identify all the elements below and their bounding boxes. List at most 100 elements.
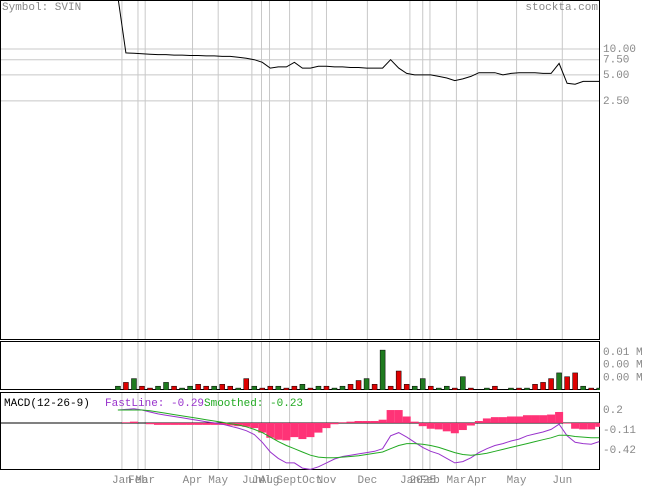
histogram-bar bbox=[587, 422, 596, 430]
histogram-bar bbox=[555, 411, 564, 423]
volume-bar bbox=[371, 384, 378, 390]
volume-bar bbox=[580, 385, 586, 390]
histogram-bar bbox=[258, 422, 267, 433]
histogram-bar bbox=[522, 415, 532, 423]
histogram-bar bbox=[571, 422, 580, 429]
x-tick-label: Jan bbox=[112, 475, 132, 486]
histogram-bar bbox=[250, 422, 259, 429]
macd-title: MACD(12-26-9) bbox=[4, 398, 90, 410]
volume-bar bbox=[291, 385, 298, 390]
volume-bar bbox=[235, 387, 241, 390]
volume-bar bbox=[452, 387, 458, 390]
legend-entry: Smoothed: -0.23 bbox=[204, 398, 303, 410]
y-tick-label: 2.50 bbox=[603, 96, 629, 108]
volume-bar bbox=[347, 384, 354, 390]
histogram-bar bbox=[282, 422, 291, 441]
x-tick-label: May bbox=[208, 475, 228, 486]
volume-bar bbox=[524, 387, 530, 390]
histogram-bar bbox=[450, 422, 459, 434]
histogram-bar bbox=[210, 422, 219, 425]
volume-bar bbox=[155, 385, 161, 390]
x-tick-label: Feb bbox=[128, 475, 148, 486]
histogram-bar bbox=[595, 422, 600, 427]
plot-area bbox=[115, 349, 600, 390]
histogram-bar bbox=[474, 421, 483, 423]
volume-bar bbox=[115, 385, 121, 390]
volume-bar bbox=[267, 385, 274, 390]
x-tick-label: Nov bbox=[317, 475, 337, 486]
legend-entry: FastLine: -0.29 bbox=[105, 398, 204, 410]
histogram-bar bbox=[306, 422, 315, 438]
volume-bar bbox=[211, 385, 217, 390]
volume-bar bbox=[588, 387, 594, 390]
volume-bar bbox=[339, 385, 346, 390]
x-tick-label: Apr bbox=[183, 475, 203, 486]
x-tick-label: Mar bbox=[135, 475, 155, 486]
histogram-bar bbox=[531, 415, 540, 423]
volume-bar bbox=[411, 385, 418, 390]
x-tick-label: Jun bbox=[242, 475, 262, 486]
volume-panel bbox=[0, 341, 600, 390]
x-tick-label: Mar bbox=[447, 475, 467, 486]
volume-bar bbox=[548, 378, 554, 390]
plot-area bbox=[117, 0, 600, 85]
volume-bar bbox=[187, 385, 193, 390]
histogram-bar bbox=[426, 422, 435, 429]
volume-bar bbox=[403, 384, 410, 390]
y-tick-label: -0.42 bbox=[603, 445, 636, 457]
volume-bar bbox=[195, 384, 201, 390]
y-tick-label: 5.00 bbox=[603, 70, 629, 82]
volume-bar bbox=[395, 370, 402, 390]
histogram-bar bbox=[274, 422, 283, 440]
histogram-bar bbox=[298, 422, 307, 440]
histogram-bar bbox=[322, 422, 331, 429]
histogram-bar bbox=[346, 421, 355, 423]
histogram-bar bbox=[266, 422, 275, 438]
volume-bar bbox=[444, 385, 450, 390]
volume-bar bbox=[484, 387, 490, 390]
x-tick-label: Jun bbox=[552, 475, 572, 486]
histogram-bar bbox=[378, 419, 387, 423]
volume-bar bbox=[516, 387, 522, 390]
macd-line bbox=[117, 408, 600, 470]
histogram-bar bbox=[242, 422, 251, 427]
x-tick-label: Dec bbox=[357, 475, 377, 486]
histogram-bar bbox=[170, 422, 179, 425]
histogram-bar bbox=[410, 421, 419, 423]
histogram-bar bbox=[354, 421, 363, 423]
volume-bar bbox=[139, 385, 145, 390]
y-tick-label: 0.00 M bbox=[603, 359, 643, 371]
volume-bar bbox=[243, 378, 250, 390]
volume-bar bbox=[123, 382, 129, 390]
source: stockta.com bbox=[525, 2, 598, 14]
y-tick-label: 0.00 M bbox=[603, 372, 643, 384]
volume-bar bbox=[147, 387, 153, 390]
volume-bar bbox=[259, 387, 266, 390]
histogram-bar bbox=[162, 422, 171, 425]
y-tick-label: 10.00 bbox=[603, 44, 636, 56]
volume-bar bbox=[307, 387, 314, 390]
volume-bar bbox=[227, 385, 233, 390]
histogram-bar bbox=[290, 422, 299, 438]
histogram-bar bbox=[434, 422, 443, 430]
volume-bar bbox=[131, 378, 137, 390]
x-tick-label: Oct bbox=[302, 475, 322, 486]
histogram-bar bbox=[121, 422, 130, 423]
histogram-bar bbox=[563, 422, 572, 424]
volume-bar bbox=[564, 376, 570, 390]
histogram-bar bbox=[178, 422, 187, 425]
volume-bar bbox=[203, 385, 209, 390]
histogram-bar bbox=[370, 421, 379, 423]
histogram-bar bbox=[186, 422, 195, 425]
price-panel bbox=[0, 0, 600, 340]
volume-bar bbox=[556, 372, 562, 390]
x-tick-label: Feb bbox=[420, 475, 440, 486]
volume-bar bbox=[468, 387, 474, 390]
volume-bar bbox=[427, 385, 434, 390]
histogram-bar bbox=[442, 422, 451, 432]
volume-bar bbox=[387, 385, 394, 390]
volume-bar bbox=[379, 349, 386, 390]
volume-bar bbox=[275, 385, 282, 390]
volume-bar bbox=[492, 385, 498, 390]
y-tick-label: 7.50 bbox=[603, 55, 629, 67]
